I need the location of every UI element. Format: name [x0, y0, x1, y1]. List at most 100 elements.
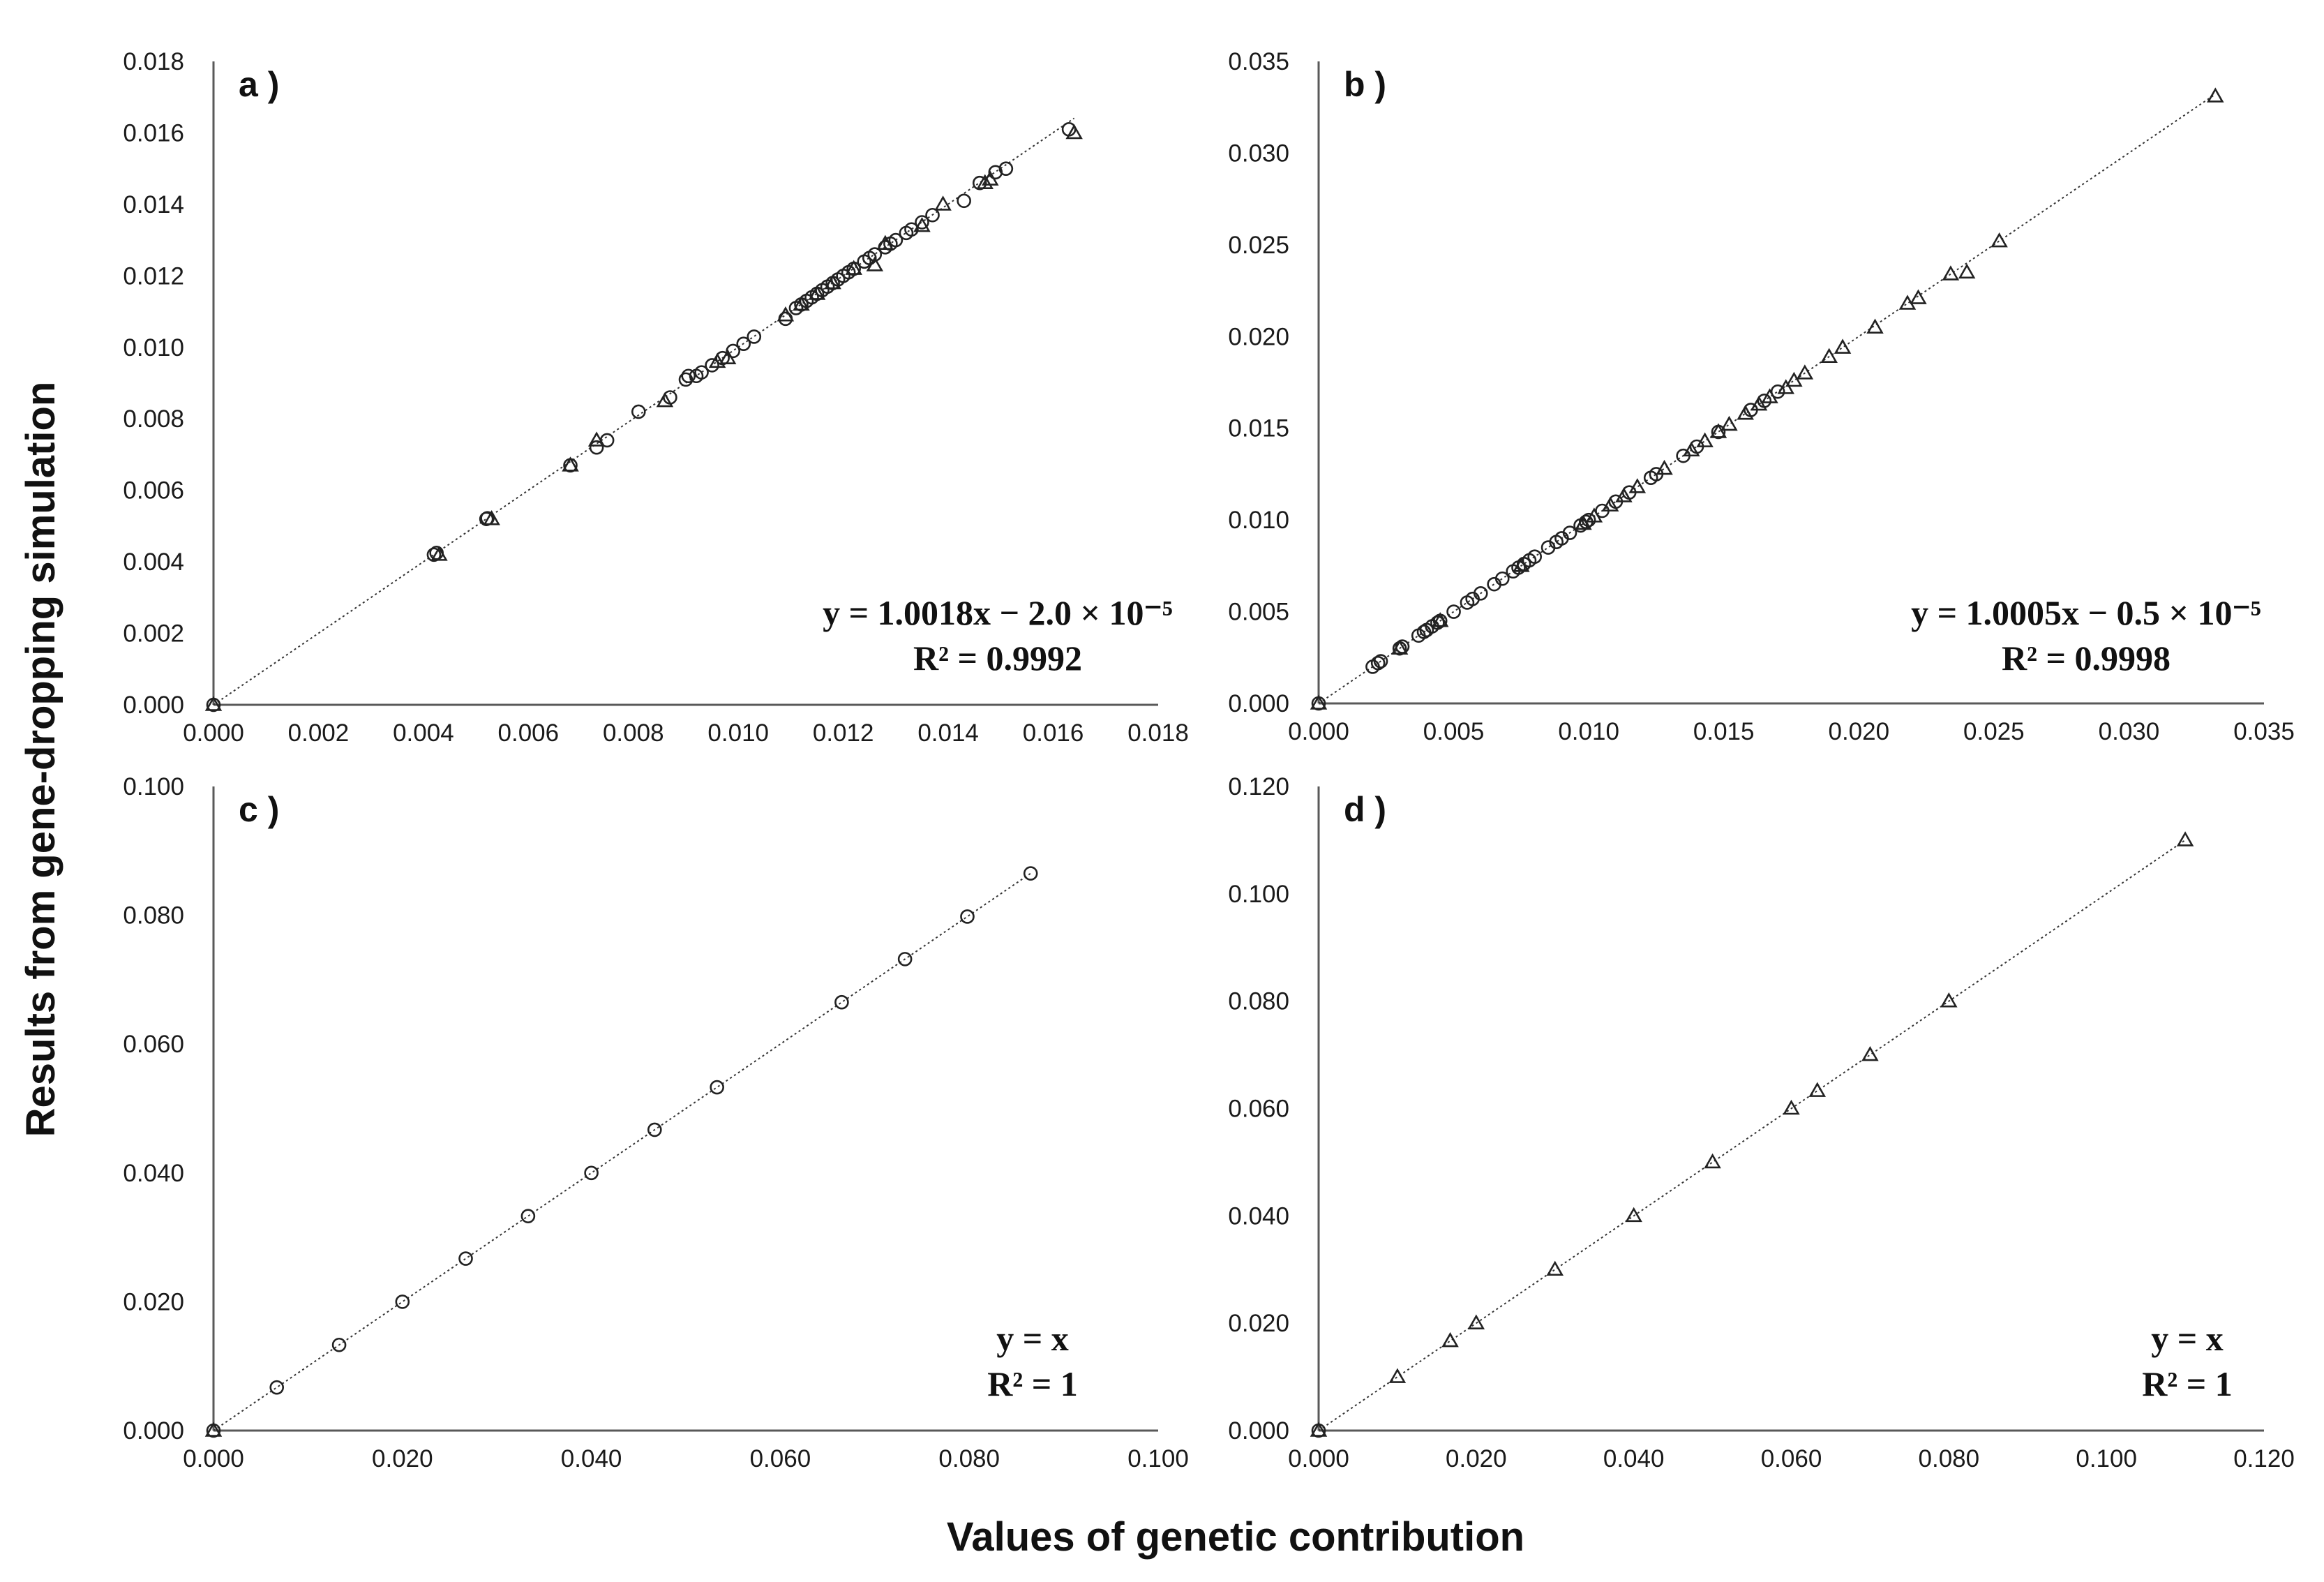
data-point-triangle	[1431, 612, 1449, 627]
y-tick-label: 0.006	[123, 477, 184, 505]
x-tick-label: 0.000	[1288, 718, 1349, 745]
data-point-triangle	[976, 174, 994, 189]
y-tick-label: 0.000	[1228, 1417, 1289, 1445]
x-tick-label: 0.040	[561, 1445, 622, 1472]
data-point-circle	[631, 404, 646, 419]
data-point-circle	[867, 247, 883, 262]
data-point-circle	[395, 1294, 410, 1309]
data-point-triangle	[1388, 1368, 1407, 1383]
data-point-triangle	[913, 217, 931, 232]
y-tick-label: 0.004	[123, 549, 184, 576]
y-tick-label: 0.060	[123, 1031, 184, 1058]
data-point-circle	[584, 1165, 599, 1181]
y-tick-label: 0.002	[123, 620, 184, 648]
data-point-triangle	[708, 352, 726, 368]
x-tick-label: 0.020	[1446, 1445, 1507, 1472]
x-tick-label: 0.060	[1761, 1445, 1822, 1472]
data-point-circle	[957, 193, 971, 209]
x-axis-title: Values of genetic contribution	[947, 1514, 1524, 1560]
y-tick-label: 0.015	[1228, 415, 1289, 442]
data-point-circle	[1370, 655, 1386, 671]
y-tick-label: 0.040	[1228, 1202, 1289, 1230]
data-point-triangle	[982, 170, 999, 186]
y-tick-label: 0.020	[1228, 1310, 1289, 1337]
data-point-triangle	[1942, 265, 1960, 281]
data-point-triangle	[1310, 694, 1328, 710]
data-point-circle	[331, 1337, 347, 1352]
y-tick-label: 0.100	[123, 773, 184, 800]
y-axis-title: Results from gene-dropping simulation	[18, 382, 63, 1137]
y-tick-label: 0.000	[1228, 690, 1289, 717]
data-point-triangle	[1785, 371, 1803, 387]
data-point-triangle	[430, 546, 448, 561]
data-point-circle	[747, 329, 762, 344]
data-point-triangle	[934, 195, 952, 211]
x-tick-label: 0.080	[938, 1445, 1000, 1472]
x-tick-label: 0.120	[2233, 1445, 2295, 1472]
regression-equation: y = 1.0005x − 0.5 × 10⁻⁵	[1911, 593, 2261, 632]
panel-c: 0.000 0.020 0.040 0.060 0.080 0.100 0.000 0.020…	[123, 773, 1188, 1472]
data-point-triangle	[1720, 415, 1738, 431]
x-tick-label: 0.015	[1693, 718, 1755, 745]
x-tick-label: 0.004	[393, 719, 454, 747]
data-point-circle	[1527, 549, 1543, 565]
data-point-triangle	[824, 274, 841, 290]
data-point-circle	[1023, 866, 1038, 881]
data-point-circle	[647, 1122, 662, 1137]
x-tick-label: 0.035	[2233, 718, 2295, 745]
data-point-triangle	[1575, 514, 1592, 530]
data-point-triangle	[204, 696, 223, 711]
data-point-triangle	[1546, 1260, 1564, 1276]
data-point-triangle	[866, 256, 884, 271]
data-point-triangle	[1991, 232, 2008, 248]
x-tick-label: 0.018	[1127, 719, 1189, 747]
x-tick-label: 0.030	[2099, 718, 2160, 745]
data-point-triangle	[1615, 487, 1633, 502]
x-tick-label: 0.025	[1963, 718, 2025, 745]
data-point-circle	[726, 343, 740, 359]
y-tick-label: 0.035	[1228, 48, 1289, 75]
data-point-circle	[736, 336, 751, 351]
y-tick-label: 0.005	[1228, 599, 1289, 626]
data-point-circle	[915, 215, 929, 230]
data-point-triangle	[1737, 405, 1754, 420]
y-tick-label: 0.010	[1228, 507, 1289, 534]
data-point-triangle	[1796, 364, 1814, 380]
y-tick-label: 0.020	[123, 1288, 184, 1315]
x-tick-label: 0.100	[2076, 1445, 2137, 1472]
y-tick-label: 0.000	[123, 1417, 184, 1445]
data-point-circle	[705, 358, 719, 373]
data-point-triangle	[808, 285, 826, 300]
data-point-triangle	[1467, 1314, 1485, 1329]
data-point-circle	[426, 547, 442, 562]
data-point-triangle	[1910, 289, 1927, 304]
data-point-triangle	[1783, 1099, 1800, 1115]
y-tick-label: 0.025	[1228, 232, 1289, 259]
data-point-triangle	[2176, 831, 2194, 846]
data-point-triangle	[204, 1421, 223, 1437]
data-point-circle	[998, 161, 1014, 176]
x-tick-label: 0.014	[917, 719, 979, 747]
data-point-circle	[520, 1209, 536, 1223]
data-point-triangle	[1808, 1082, 1827, 1097]
x-tick-label: 0.000	[183, 1445, 244, 1472]
x-tick-label: 0.002	[288, 719, 350, 747]
y-tick-label: 0.008	[123, 405, 184, 433]
data-point-triangle	[1683, 441, 1700, 457]
y-tick-label: 0.030	[1228, 140, 1289, 167]
data-point-circle	[972, 175, 987, 191]
data-point-circle	[904, 222, 919, 237]
data-point-triangle	[1704, 1153, 1721, 1169]
x-tick-label: 0.016	[1023, 719, 1084, 747]
panel-label: c )	[239, 790, 279, 829]
x-tick-label: 0.000	[1288, 1445, 1349, 1472]
data-point-triangle	[1310, 1421, 1328, 1437]
data-point-circle	[1373, 654, 1388, 669]
data-point-triangle	[1628, 478, 1647, 493]
data-point-circle	[681, 368, 696, 384]
data-point-circle	[834, 994, 849, 1010]
data-point-circle	[694, 365, 709, 380]
data-point-triangle	[1820, 348, 1838, 364]
regression-equation: y = 1.0018x − 2.0 × 10⁻⁵	[823, 593, 1173, 632]
